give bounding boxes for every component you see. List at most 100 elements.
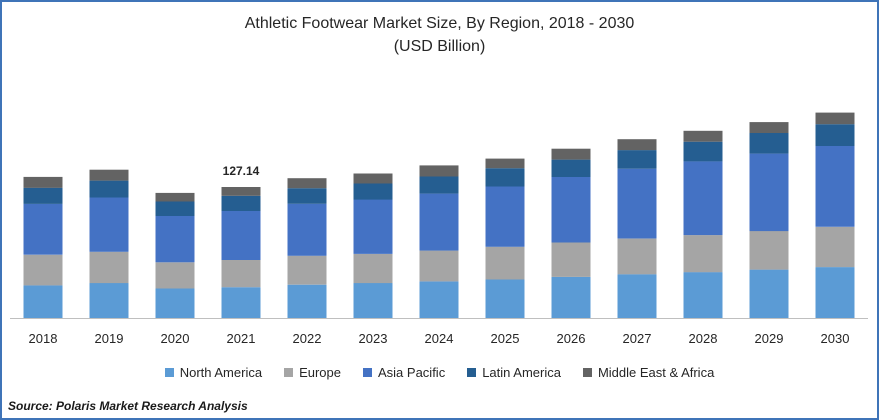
bar-2028-middle-east-africa: [683, 130, 723, 142]
bar-2026-europe: [551, 242, 591, 277]
legend-label: North America: [179, 365, 263, 380]
x-tick-label-2029: 2029: [755, 331, 784, 346]
x-tick-label-2025: 2025: [491, 331, 520, 346]
bar-2026-north-america: [551, 276, 591, 318]
bar-2023-middle-east-africa: [353, 173, 393, 184]
bar-2022-latin-america: [287, 188, 327, 204]
bar-2021-middle-east-africa: [221, 187, 261, 196]
bar-2028-asia-pacific: [683, 161, 723, 236]
bar-2019-europe: [89, 251, 129, 284]
bar-2029-asia-pacific: [749, 153, 789, 232]
x-tick-label-2027: 2027: [623, 331, 652, 346]
bar-2025-latin-america: [485, 168, 525, 187]
bar-2023-europe: [353, 254, 393, 284]
legend-item-latin-america: Latin America: [467, 365, 561, 380]
bar-2020-middle-east-africa: [155, 192, 195, 202]
bar-2024-asia-pacific: [419, 193, 459, 251]
bar-2019-latin-america: [89, 180, 129, 198]
legend-label: Latin America: [482, 365, 561, 380]
x-tick-label-2026: 2026: [557, 331, 586, 346]
bar-2027-asia-pacific: [617, 168, 657, 239]
x-tick-label-2030: 2030: [821, 331, 850, 346]
legend-item-europe: Europe: [284, 365, 341, 380]
x-tick-label-2020: 2020: [161, 331, 190, 346]
chart-title: Athletic Footwear Market Size, By Region…: [244, 15, 635, 32]
chart-subtitle: (USD Billion): [393, 38, 486, 55]
bar-2029-north-america: [749, 269, 789, 318]
legend-item-asia-pacific: Asia Pacific: [363, 365, 445, 380]
legend-item-middle-east-africa: Middle East & Africa: [582, 365, 715, 380]
bar-2023-asia-pacific: [353, 199, 393, 254]
bar-2019-north-america: [89, 283, 129, 318]
bar-2030-latin-america: [815, 124, 855, 146]
x-tick-label-2028: 2028: [689, 331, 718, 346]
bar-2030-north-america: [815, 267, 855, 318]
bar-2018-middle-east-africa: [23, 176, 63, 188]
bar-2027-europe: [617, 238, 657, 275]
bar-2021-latin-america: [221, 195, 261, 211]
bar-2020-latin-america: [155, 201, 195, 216]
bar-2025-asia-pacific: [485, 186, 525, 247]
bar-2028-europe: [683, 235, 723, 273]
bar-2020-europe: [155, 262, 195, 289]
stacked-bar-chart: 2018 2019 2020 127.14 2021 2022 2023 2024 2025 20…: [10, 112, 868, 346]
x-tick-label-2021: 2021: [227, 331, 256, 346]
bar-2025-north-america: [485, 279, 525, 318]
bar-2018-europe: [23, 254, 63, 286]
chart-legend: North America Europe Asia Pacific Latin Ame…: [2, 365, 877, 380]
bar-2025-europe: [485, 246, 525, 280]
x-tick-label-2023: 2023: [359, 331, 388, 346]
bar-2027-latin-america: [617, 150, 657, 169]
legend-item-north-america: North America: [164, 365, 263, 380]
bar-2022-middle-east-africa: [287, 178, 327, 189]
source-note: Source: Polaris Market Research Analysis: [8, 399, 248, 413]
bar-2019-asia-pacific: [89, 197, 129, 252]
bar-2030-asia-pacific: [815, 145, 855, 227]
bar-2022-europe: [287, 255, 327, 285]
legend-swatch: [284, 368, 294, 377]
bar-2024-latin-america: [419, 176, 459, 194]
bar-2026-middle-east-africa: [551, 148, 591, 160]
bar-2025-middle-east-africa: [485, 158, 525, 169]
bar-2029-europe: [749, 231, 789, 270]
bar-2018-north-america: [23, 285, 63, 318]
bar-2024-north-america: [419, 281, 459, 318]
legend-label: Asia Pacific: [378, 365, 446, 380]
bar-2022-asia-pacific: [287, 203, 327, 256]
bar-2022-north-america: [287, 284, 327, 318]
x-tick-label-2022: 2022: [293, 331, 322, 346]
bar-2021-europe: [221, 260, 261, 288]
bar-2030-europe: [815, 226, 855, 268]
bar-2029-latin-america: [749, 133, 789, 154]
bar-2020-asia-pacific: [155, 216, 195, 263]
bar-2026-latin-america: [551, 159, 591, 177]
bar-2029-middle-east-africa: [749, 122, 789, 133]
x-tick-label-2018: 2018: [29, 331, 58, 346]
data-label-2021: 127.14: [223, 164, 260, 178]
bar-2024-europe: [419, 250, 459, 282]
bar-2023-north-america: [353, 283, 393, 318]
legend-swatch: [164, 368, 174, 377]
legend-swatch: [363, 368, 372, 377]
bar-2018-asia-pacific: [23, 203, 63, 255]
bar-2028-north-america: [683, 272, 723, 318]
x-tick-label-2024: 2024: [425, 331, 454, 346]
bar-2021-north-america: [221, 287, 261, 318]
bar-2019-middle-east-africa: [89, 169, 129, 181]
bar-2026-asia-pacific: [551, 177, 591, 243]
legend-swatch: [467, 368, 477, 377]
bar-2028-latin-america: [683, 141, 723, 162]
bar-2027-north-america: [617, 274, 657, 318]
x-tick-label-2019: 2019: [95, 331, 124, 346]
bar-2024-middle-east-africa: [419, 165, 459, 177]
bar-2023-latin-america: [353, 183, 393, 200]
legend-label: Middle East & Africa: [597, 365, 715, 380]
legend-label: Europe: [299, 365, 341, 380]
bar-2018-latin-america: [23, 187, 63, 204]
bar-2021-asia-pacific: [221, 211, 261, 260]
bar-2027-middle-east-africa: [617, 139, 657, 151]
bar-2020-north-america: [155, 288, 195, 318]
legend-swatch: [582, 368, 592, 377]
bar-2030-middle-east-africa: [815, 112, 855, 125]
